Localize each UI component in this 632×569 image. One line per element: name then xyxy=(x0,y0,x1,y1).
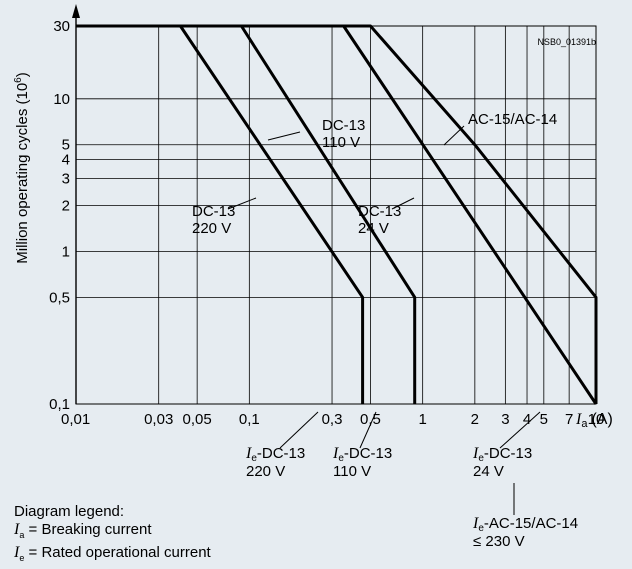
label-leader-line xyxy=(267,131,301,141)
legend-text: = Breaking current xyxy=(24,521,152,538)
series-line xyxy=(76,24,598,405)
grid-lines xyxy=(75,25,597,405)
annotation-line2: 220 V xyxy=(246,463,285,480)
legend-symbol: I xyxy=(14,544,20,561)
x-tick-label: 5 xyxy=(540,411,548,428)
x-tick-label: 0,01 xyxy=(61,411,90,428)
series-lines xyxy=(76,24,598,405)
document-id: NSB0_01391b xyxy=(537,37,596,47)
series-label-line2: 110 V xyxy=(322,134,360,151)
x-axis-label: Ia (A) xyxy=(575,411,613,430)
annotation-label: Ie-DC-13 xyxy=(472,445,532,464)
y-tick-label: 3 xyxy=(62,171,70,188)
annotation-leader-line xyxy=(499,411,541,449)
label-leader-line xyxy=(443,125,465,146)
annotation-symbol: I xyxy=(472,445,479,462)
plot-border xyxy=(75,25,597,405)
legend-sub: e xyxy=(19,553,25,563)
annotation-line2: ≤ 230 V xyxy=(473,533,525,550)
y-tick-label: 2 xyxy=(62,197,70,214)
annotation-symbol: I xyxy=(332,445,339,462)
label-leader-line xyxy=(227,197,257,210)
x-tick-label: 10 xyxy=(588,411,605,428)
y-tick-label: 0,1 xyxy=(49,396,70,413)
annotation-sub: e xyxy=(251,453,257,464)
axes xyxy=(72,4,80,404)
x-tick-label: 0,1 xyxy=(239,411,260,428)
annotation-label: Ie-AC-15/AC-14 xyxy=(472,515,578,534)
annotation-line2: 110 V xyxy=(333,463,371,480)
annotation-symbol: I xyxy=(245,445,252,462)
x-tick-label: 2 xyxy=(471,411,479,428)
annotation-label: Ie-DC-13 xyxy=(245,445,305,464)
x-tick-label: 0,5 xyxy=(360,411,381,428)
legend-title: Diagram legend: xyxy=(14,503,125,520)
x-tick-label: 3 xyxy=(501,411,509,428)
annotation-text: -DC-13 xyxy=(257,445,305,462)
label-leader-line xyxy=(391,197,415,210)
annotation-symbol: I xyxy=(472,515,479,532)
legend-sub: a xyxy=(19,530,25,540)
diagram-legend: Diagram legend: Ia = Breaking current Ie… xyxy=(14,503,211,567)
x-tick-label: 7 xyxy=(565,411,573,428)
x-tick-label: 0,03 xyxy=(144,411,173,428)
y-tick-label: 4 xyxy=(62,152,70,169)
series-label-line2: 24 V xyxy=(358,220,389,237)
annotation-line2: 24 V xyxy=(473,463,504,480)
annotation-text: -DC-13 xyxy=(484,445,532,462)
tick-labels: 0,01 0,03 0,05 0,1 0,3 0,5 1 2 3 4 5 7 100,10,512345… xyxy=(49,18,604,428)
legend-item-breaking-current: Ia = Breaking current xyxy=(14,521,211,544)
series-label-line1: DC-13 xyxy=(192,203,235,220)
x-tick-label: 0,3 xyxy=(322,411,343,428)
annotation-label: Ie-DC-13 xyxy=(332,445,392,464)
y-axis-label: Million operating cycles (106) xyxy=(13,72,31,263)
annotation-leader-line xyxy=(279,411,319,449)
y-axis-arrow xyxy=(72,4,80,18)
x-axis-label-symbol: I xyxy=(575,411,582,428)
y-tick-label: 1 xyxy=(62,243,70,260)
x-axis-label-unit: (A) xyxy=(591,411,612,428)
annotation-text: -DC-13 xyxy=(344,445,392,462)
legend-symbol: I xyxy=(14,521,20,538)
legend-text: = Rated operational current xyxy=(24,544,211,561)
y-axis-label-end: ) xyxy=(14,72,31,77)
y-axis-label-sup: 6 xyxy=(13,77,24,83)
annotation-text: -AC-15/AC-14 xyxy=(484,515,578,532)
annotation-sub: e xyxy=(338,453,344,464)
series-label-line1: DC-13 xyxy=(322,117,365,134)
x-tick-label: 1 xyxy=(418,411,426,428)
annotation-sub: e xyxy=(478,453,484,464)
series-label-line1: DC-13 xyxy=(358,203,401,220)
annotation-leader-line xyxy=(359,411,377,449)
x-axis-label-sub: a xyxy=(581,418,588,430)
annotation-sub: e xyxy=(478,523,484,534)
y-axis-label-text: Million operating cycles (10 xyxy=(14,83,31,264)
series-line xyxy=(76,24,598,404)
series-label-line1: AC-15/AC-14 xyxy=(468,111,557,128)
x-tick-label: 4 xyxy=(523,411,531,428)
y-tick-label: 30 xyxy=(53,18,70,35)
y-tick-label: 0,5 xyxy=(49,289,70,306)
x-tick-label: 0,05 xyxy=(183,411,212,428)
series-label-line2: 220 V xyxy=(192,220,231,237)
y-tick-label: 5 xyxy=(62,137,70,154)
legend-item-rated-current: Ie = Rated operational current xyxy=(14,544,211,567)
y-tick-label: 10 xyxy=(53,91,70,108)
